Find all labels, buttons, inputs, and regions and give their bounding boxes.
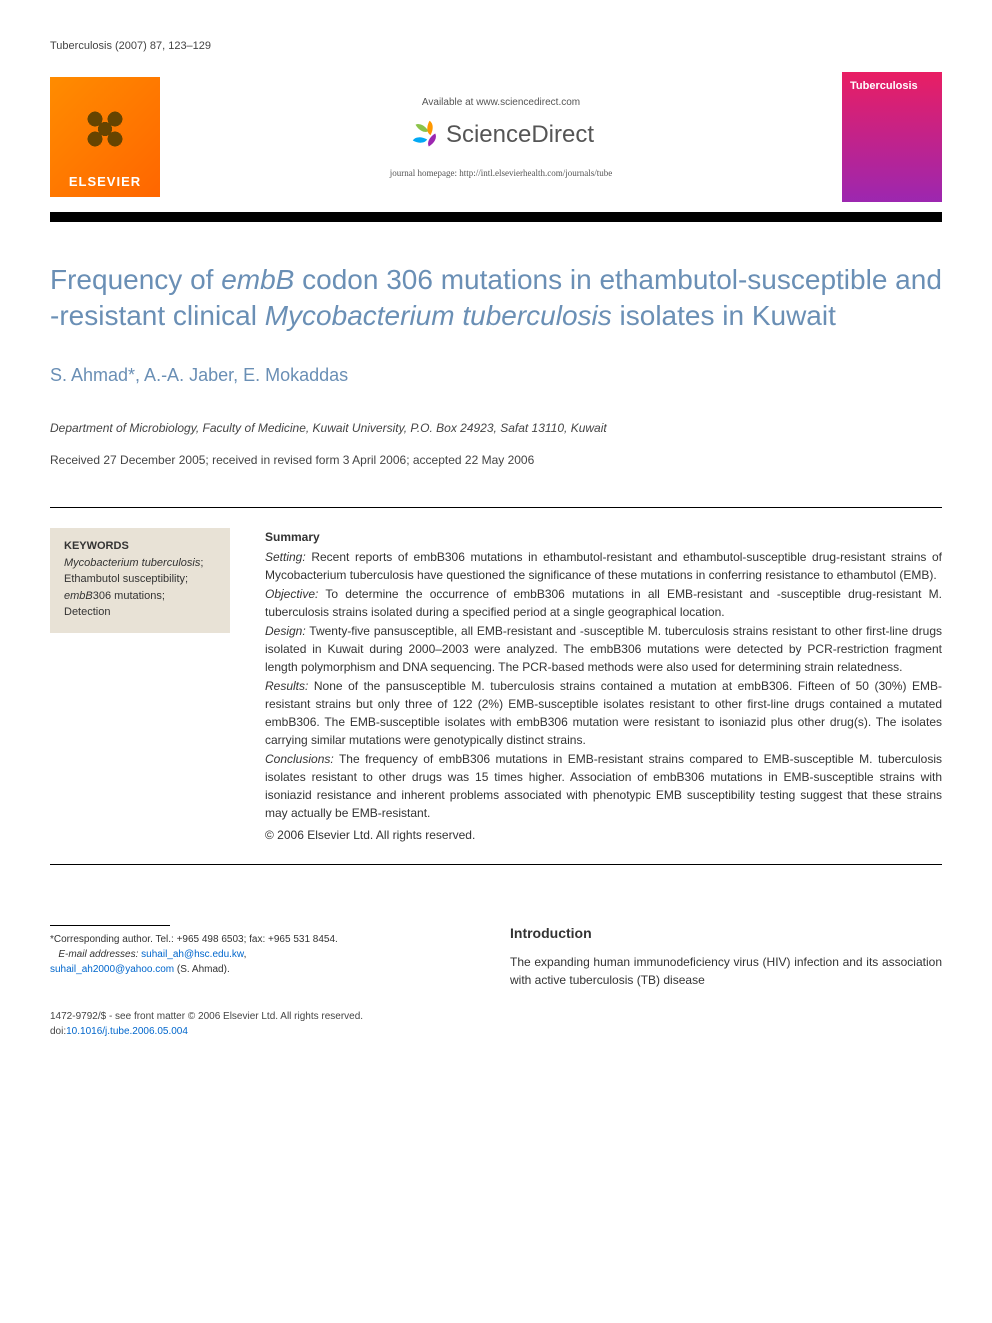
sciencedirect-text: ScienceDirect	[446, 121, 594, 149]
journal-cover: Tuberculosis	[842, 72, 942, 202]
issn-line: 1472-9792/$ - see front matter © 2006 El…	[50, 1009, 942, 1024]
email-link[interactable]: suhail_ah2000@yahoo.com	[50, 964, 174, 975]
keyword-item: Detection	[64, 606, 110, 618]
elsevier-text: ELSEVIER	[69, 174, 141, 189]
summary-text: To determine the occurrence of embB306 m…	[265, 587, 942, 619]
thin-rule	[50, 507, 942, 508]
thick-rule	[50, 212, 942, 222]
email-link[interactable]: suhail_ah@hsc.edu.kw	[141, 949, 243, 960]
keywords-list: Mycobacterium tuberculosis; Ethambutol s…	[64, 555, 216, 621]
summary-label: Design:	[265, 624, 306, 638]
doi-link[interactable]: 10.1016/j.tube.2006.05.004	[66, 1026, 188, 1037]
keywords-heading: KEYWORDS	[64, 540, 216, 552]
elsevier-tree-icon	[65, 94, 145, 174]
email-suffix: (S. Ahmad).	[174, 964, 230, 975]
sd-leaf-icon	[413, 133, 427, 146]
title-part: isolates in Kuwait	[612, 300, 836, 331]
keyword-sep: 306 mutations;	[93, 590, 165, 602]
summary-label: Objective:	[265, 587, 318, 601]
doi-line: doi:10.1016/j.tube.2006.05.004	[50, 1024, 942, 1039]
footnote-rule	[50, 925, 170, 926]
authors: S. Ahmad*, A.-A. Jaber, E. Mokaddas	[50, 365, 942, 386]
abstract-block: KEYWORDS Mycobacterium tuberculosis; Eth…	[50, 528, 942, 844]
email-label: E-mail addresses:	[58, 949, 138, 960]
citation-header: Tuberculosis (2007) 87, 123–129	[50, 40, 942, 52]
summary-heading: Summary	[265, 528, 942, 546]
thin-rule	[50, 864, 942, 865]
summary-conclusions: Conclusions: The frequency of embB306 mu…	[265, 750, 942, 822]
article-title: Frequency of embB codon 306 mutations in…	[50, 262, 942, 335]
masthead: ELSEVIER Available at www.sciencedirect.…	[50, 72, 942, 202]
intro-heading: Introduction	[510, 925, 942, 941]
intro-column: Introduction The expanding human immunod…	[510, 925, 942, 989]
summary-label: Conclusions:	[265, 752, 334, 766]
elsevier-logo: ELSEVIER	[50, 77, 160, 197]
summary-setting: Setting: Recent reports of embB306 mutat…	[265, 548, 942, 584]
sciencedirect-icon	[408, 120, 438, 150]
summary-objective: Objective: To determine the occurrence o…	[265, 585, 942, 621]
summary-text: Twenty-five pansusceptible, all EMB-resi…	[265, 624, 942, 674]
summary-text: The frequency of embB306 mutations in EM…	[265, 752, 942, 820]
title-italic: embB	[221, 264, 294, 295]
keywords-box: KEYWORDS Mycobacterium tuberculosis; Eth…	[50, 528, 230, 633]
affiliation: Department of Microbiology, Faculty of M…	[50, 421, 942, 435]
article-dates: Received 27 December 2005; received in r…	[50, 453, 942, 467]
copyright: © 2006 Elsevier Ltd. All rights reserved…	[265, 826, 942, 844]
title-part: Frequency of	[50, 264, 221, 295]
corresponding-author: *Corresponding author. Tel.: +965 498 65…	[50, 932, 470, 947]
keyword-sep: ;	[200, 557, 203, 569]
footer-info: 1472-9792/$ - see front matter © 2006 El…	[50, 1009, 942, 1039]
summary-design: Design: Twenty-five pansusceptible, all …	[265, 622, 942, 676]
lower-section: *Corresponding author. Tel.: +965 498 65…	[50, 925, 942, 989]
email-line: E-mail addresses: suhail_ah@hsc.edu.kw,	[50, 947, 470, 962]
available-at: Available at www.sciencedirect.com	[190, 97, 812, 108]
keyword-item: Mycobacterium tuberculosis	[64, 557, 200, 569]
sciencedirect-logo: ScienceDirect	[190, 120, 812, 150]
summary-results: Results: None of the pansusceptible M. t…	[265, 677, 942, 749]
summary-text: None of the pansusceptible M. tuberculos…	[265, 679, 942, 747]
journal-homepage: journal homepage: http://intl.elsevierhe…	[190, 168, 812, 178]
doi-prefix: doi:	[50, 1026, 66, 1037]
intro-text: The expanding human immunodeficiency vir…	[510, 953, 942, 989]
journal-cover-title: Tuberculosis	[850, 80, 934, 92]
masthead-center: Available at www.sciencedirect.com Scien…	[160, 97, 842, 178]
keyword-item: Ethambutol susceptibility;	[64, 573, 188, 585]
summary-label: Setting:	[265, 550, 306, 564]
summary-label: Results:	[265, 679, 308, 693]
email-line2: suhail_ah2000@yahoo.com (S. Ahmad).	[50, 962, 470, 977]
keyword-item: embB	[64, 590, 93, 602]
footnote-column: *Corresponding author. Tel.: +965 498 65…	[50, 925, 470, 989]
title-italic: Mycobacterium tuberculosis	[265, 300, 612, 331]
summary: Summary Setting: Recent reports of embB3…	[265, 528, 942, 844]
summary-text: Recent reports of embB306 mutations in e…	[265, 550, 942, 582]
